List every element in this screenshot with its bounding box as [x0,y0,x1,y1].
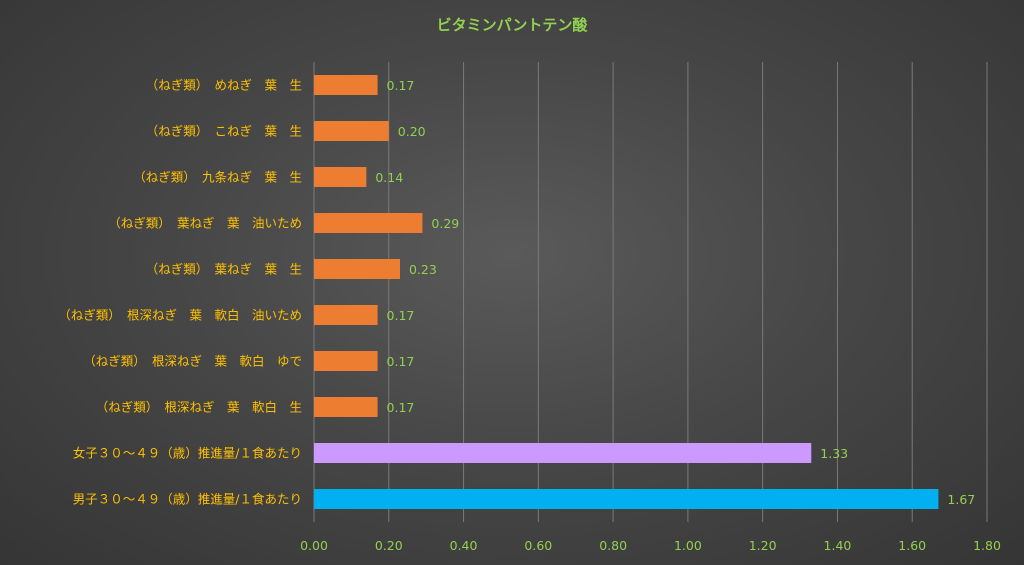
category-label: （ねぎ類） 葉ねぎ 葉 油いため [108,216,302,231]
data-label: 0.17 [387,78,415,93]
category-label: 女子３０～４９（歳）推進量/１食あたり [73,446,302,461]
x-tick-label: 1.00 [674,538,702,553]
data-label: 0.17 [387,308,415,323]
category-label: （ねぎ類） こねぎ 葉 生 [146,124,302,139]
bar [314,121,389,141]
x-tick-label: 0.60 [524,538,552,553]
data-label: 0.23 [409,262,437,277]
data-label: 0.20 [398,124,426,139]
category-label: （ねぎ類） 葉ねぎ 葉 生 [146,262,302,277]
bar [314,213,423,233]
x-tick-labels: 0.00 0.20 0.40 0.60 0.80 1.00 1.20 1.40 1.60 1.80 [300,538,1001,553]
bar [314,351,378,371]
data-label: 1.67 [947,492,975,507]
x-tick-label: 0.40 [450,538,478,553]
category-labels: （ねぎ類） めねぎ 葉 生 （ねぎ類） こねぎ 葉 生 （ねぎ類） 九条ねぎ 葉 生… [58,78,302,507]
data-label: 0.14 [375,170,403,185]
data-label: 0.17 [387,354,415,369]
bar [314,443,812,463]
category-label: （ねぎ類） 根深ねぎ 葉 軟白 油いため [58,308,302,323]
bar [314,397,378,417]
data-label: 0.17 [387,400,415,415]
category-label: （ねぎ類） めねぎ 葉 生 [146,78,302,93]
bars [314,75,939,509]
category-label: （ねぎ類） 九条ねぎ 葉 生 [133,170,302,185]
bar [314,167,367,187]
bar [314,75,378,95]
x-tick-label: 1.40 [824,538,852,553]
bar [314,305,378,325]
bar [314,489,939,509]
x-tick-label: 1.20 [749,538,777,553]
chart-title: ビタミンパントテン酸 [437,16,589,34]
data-label: 0.29 [431,216,459,231]
category-label: （ねぎ類） 根深ねぎ 葉 軟白 ゆで [83,354,302,369]
x-tick-label: 1.80 [973,538,1001,553]
x-tick-label: 0.20 [375,538,403,553]
category-label: 男子３０～４９（歳）推進量/１食あたり [73,492,302,507]
category-label: （ねぎ類） 根深ねぎ 葉 軟白 生 [96,400,302,415]
x-tick-label: 0.80 [599,538,627,553]
x-tick-label: 0.00 [300,538,328,553]
data-labels: 0.17 0.20 0.14 0.29 0.23 0.17 0.17 0.17 1.33 1.67 [375,78,975,507]
bar [314,259,400,279]
x-tick-label: 1.60 [898,538,926,553]
data-label: 1.33 [820,446,848,461]
